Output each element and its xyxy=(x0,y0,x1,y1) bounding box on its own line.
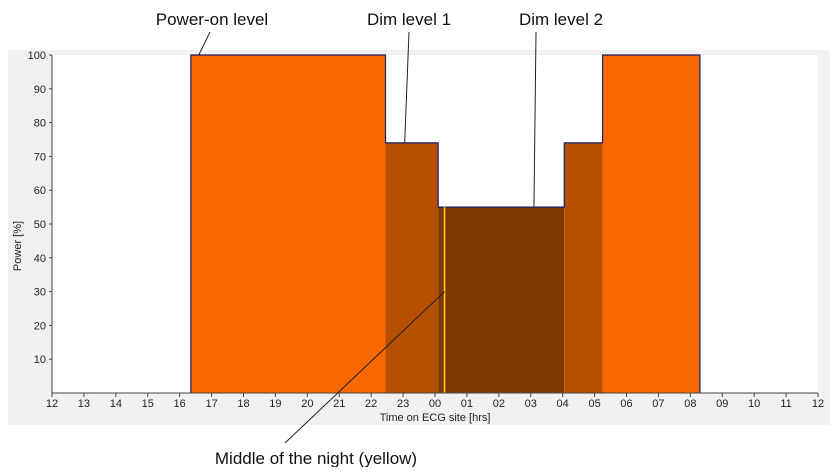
x-tick-label: 22 xyxy=(365,398,377,410)
x-tick-label: 00 xyxy=(429,398,441,410)
y-tick-label: 60 xyxy=(34,185,46,197)
x-ticks: 12 13 14 15 16 17 18 19 20 21 22 23 00 01 02 03 04 05 06 07… xyxy=(46,393,824,410)
area-segment-2 xyxy=(385,142,439,393)
y-axis-title: Power [%] xyxy=(12,221,24,271)
y-tick-label: 40 xyxy=(34,253,46,265)
area-segment-3 xyxy=(438,207,565,393)
x-tick-label: 21 xyxy=(333,398,345,410)
x-tick-label: 11 xyxy=(780,398,791,410)
y-tick-label: 30 xyxy=(34,287,46,299)
callout-power-on-level-leader xyxy=(198,31,211,56)
x-tick-label: 09 xyxy=(716,398,728,410)
x-tick-label: 19 xyxy=(269,398,281,410)
x-tick-label: 06 xyxy=(620,398,632,410)
x-tick-label: 13 xyxy=(78,398,90,410)
x-tick-label: 01 xyxy=(461,398,473,410)
x-tick-label: 23 xyxy=(397,398,409,410)
annotations: Power-on level Dim level 1 Dim level 2 Midd… xyxy=(156,10,603,468)
x-axis-title: Time on ECG site [hrs] xyxy=(380,412,491,424)
callout-power-on-level-label: Power-on level xyxy=(156,10,268,29)
y-tick-label: 10 xyxy=(34,354,46,366)
y-tick-label: 20 xyxy=(34,320,46,332)
x-tick-label: 17 xyxy=(205,398,217,410)
x-tick-label: 07 xyxy=(652,398,664,410)
callout-middle-of-the-night-yellow-label: Middle of the night (yellow) xyxy=(215,449,417,467)
y-tick-label: 80 xyxy=(34,118,46,130)
x-tick-label: 03 xyxy=(525,398,537,410)
x-tick-label: 05 xyxy=(588,398,600,410)
callout-dim-level-2-leader xyxy=(533,31,537,208)
y-tick-label: 70 xyxy=(34,151,46,163)
y-tick-label: 50 xyxy=(34,219,46,231)
y-tick-label: 90 xyxy=(34,84,46,96)
power-profile-outline xyxy=(190,54,701,393)
x-tick-label: 18 xyxy=(237,398,249,410)
x-tick-label: 12 xyxy=(46,398,58,410)
x-tick-label: 15 xyxy=(142,398,154,410)
area-segment-4 xyxy=(564,142,603,393)
callout-middle-of-the-night-yellow-leader xyxy=(284,291,445,444)
callout-dim-level-1-leader xyxy=(404,31,410,143)
y-ticks: 10 20 30 40 50 60 70 80 90 100 xyxy=(28,50,52,366)
area-layer xyxy=(190,54,701,393)
x-tick-label: 20 xyxy=(301,398,313,410)
area-segment-1 xyxy=(190,55,386,393)
x-tick-label: 16 xyxy=(174,398,186,410)
area-segment-5 xyxy=(602,55,700,393)
x-tick-label: 12 xyxy=(812,398,824,410)
x-tick-label: 02 xyxy=(493,398,505,410)
x-tick-label: 04 xyxy=(557,398,569,410)
callout-dim-level-1-label: Dim level 1 xyxy=(367,10,451,29)
x-tick-label: 10 xyxy=(748,398,760,410)
callout-dim-level-2-label: Dim level 2 xyxy=(519,10,603,29)
x-tick-label: 14 xyxy=(110,398,122,410)
y-tick-label: 100 xyxy=(28,50,46,62)
x-tick-label: 08 xyxy=(684,398,696,410)
